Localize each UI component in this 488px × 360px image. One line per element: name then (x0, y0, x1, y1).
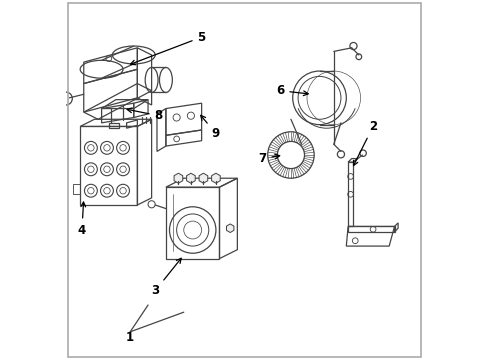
Text: 3: 3 (151, 258, 181, 297)
Text: 1: 1 (126, 331, 134, 344)
Text: 8: 8 (127, 108, 163, 122)
Text: 4: 4 (78, 202, 86, 237)
Text: 5: 5 (130, 31, 205, 65)
Text: 9: 9 (200, 115, 220, 140)
Text: 7: 7 (258, 152, 279, 165)
Text: 2: 2 (353, 120, 376, 166)
Text: 6: 6 (276, 84, 307, 97)
